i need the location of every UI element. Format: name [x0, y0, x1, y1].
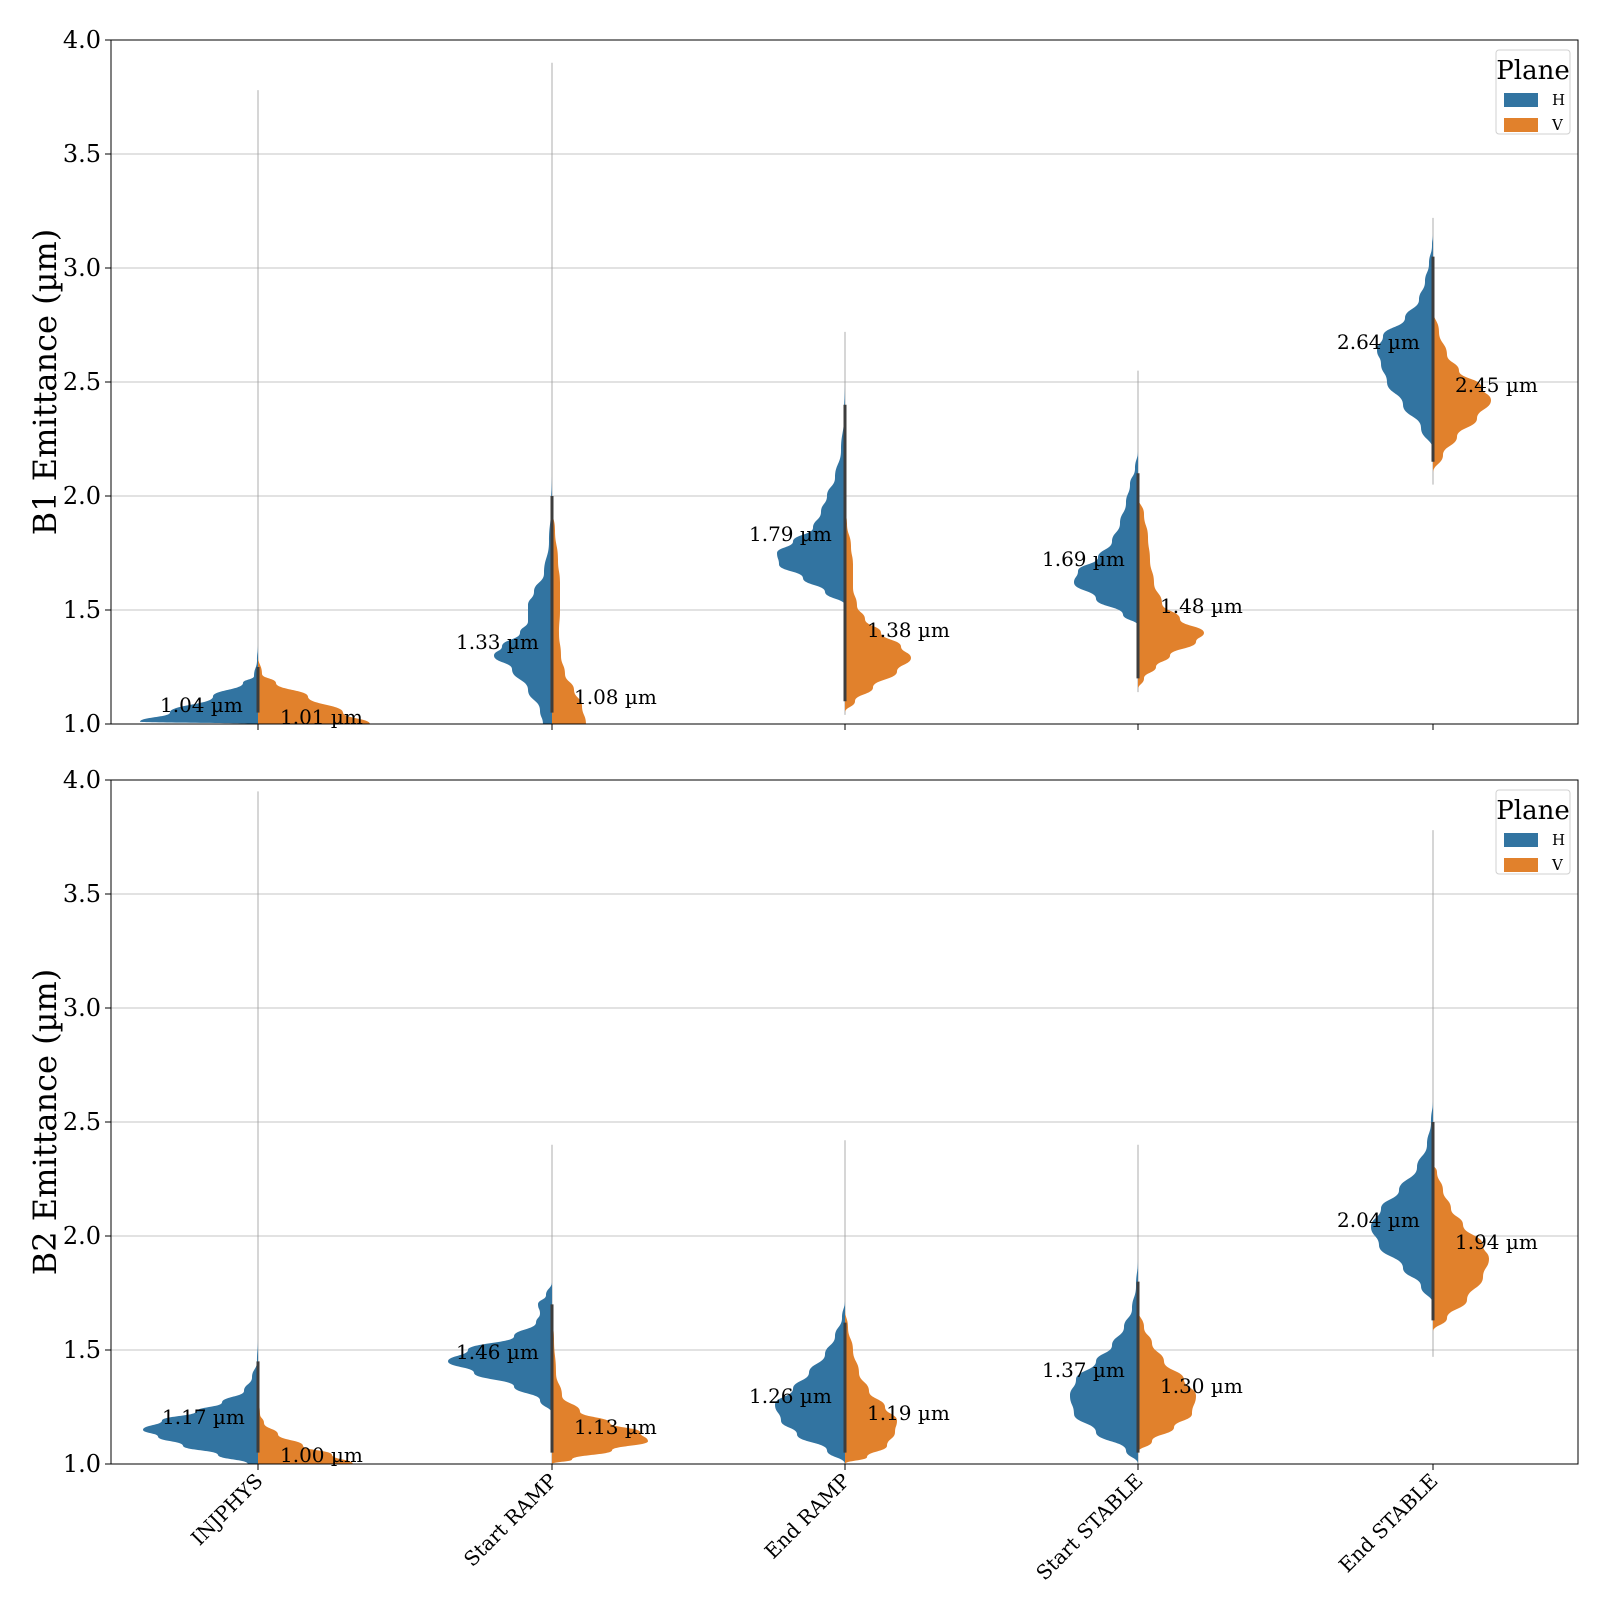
violin-v-3: [1138, 496, 1204, 690]
violin-v-2: [845, 1308, 897, 1464]
y-tick-label: 3.5: [63, 880, 101, 908]
median-label-v: 1.00 µm: [280, 1443, 363, 1467]
legend-swatch-v: [1504, 858, 1538, 872]
median-label-h: 2.04 µm: [1337, 1208, 1420, 1232]
legend-label-h: H: [1552, 91, 1565, 109]
legend-box: [1495, 789, 1571, 875]
y-tick-label: 3.0: [63, 994, 101, 1022]
legend-label-v: V: [1551, 116, 1564, 134]
legend-title: Plane: [1496, 796, 1569, 826]
legend-swatch-v: [1504, 118, 1538, 132]
median-label-v: 1.38 µm: [867, 618, 950, 642]
violin-v-3: [1138, 1308, 1196, 1453]
violin-h-4: [1377, 233, 1433, 451]
violin-h-0: [140, 644, 258, 724]
x-category-label: Start RAMP: [459, 1469, 562, 1572]
median-label-v: 1.13 µm: [574, 1415, 657, 1439]
y-axis-title: B1 Emittance (µm): [26, 229, 64, 536]
axes-frame: [110, 779, 1579, 1465]
violin-v-4: [1433, 309, 1491, 474]
y-tick-label: 4.0: [63, 766, 101, 794]
median-label-v: 1.01 µm: [280, 705, 363, 729]
x-category-label: INJPHYS: [186, 1469, 267, 1550]
median-label-v: 1.19 µm: [867, 1401, 950, 1425]
median-label-v: 1.30 µm: [1160, 1374, 1243, 1398]
x-category-label: End STABLE: [1334, 1469, 1443, 1578]
median-label-h: 1.33 µm: [456, 630, 539, 654]
legend-swatch-h: [1504, 93, 1538, 107]
y-tick-label: 3.5: [63, 140, 101, 168]
violin-h-4: [1371, 1099, 1433, 1305]
axes-frame: [110, 39, 1579, 725]
legend-swatch-h: [1504, 833, 1538, 847]
y-tick-label: 1.0: [63, 710, 101, 738]
violin-v-0: [258, 1395, 353, 1464]
legend: Plane HV: [1495, 789, 1571, 875]
b1-panel: 1.0 1.5 2.0 2.5 3.0 3.5 4.0 1.04 µm 1.33 µm 1.79 …: [26, 26, 1579, 738]
violin-h-2: [777, 382, 845, 606]
violin-v-2: [845, 507, 911, 713]
violin-v-1: [552, 507, 586, 724]
legend-label-h: H: [1552, 831, 1565, 849]
y-tick-label: 2.0: [63, 1222, 101, 1250]
violin-h-1: [448, 1281, 552, 1414]
violin-h-3: [1070, 1258, 1138, 1464]
violins: [140, 62, 1491, 724]
violin-h-3: [1074, 450, 1138, 626]
median-label-h: 1.26 µm: [749, 1384, 832, 1408]
y-tick-label: 1.0: [63, 1450, 101, 1478]
legend-label-v: V: [1551, 856, 1564, 874]
y-tick-label: 2.5: [63, 1108, 101, 1136]
median-label-h: 1.04 µm: [160, 693, 243, 717]
x-category-label: Start STABLE: [1031, 1469, 1147, 1585]
violin-v-1: [552, 1315, 648, 1464]
median-label-h: 1.69 µm: [1042, 547, 1125, 571]
y-tick-label: 2.0: [63, 482, 101, 510]
median-label-h: 1.46 µm: [456, 1340, 539, 1364]
y-axis-title: B2 Emittance (µm): [26, 969, 64, 1276]
y-tick-label: 1.5: [63, 596, 101, 624]
median-label-v: 1.94 µm: [1455, 1230, 1538, 1254]
y-tick-label: 1.5: [63, 1336, 101, 1364]
y-tick-label: 2.5: [63, 368, 101, 396]
violin-h-0: [143, 1338, 258, 1464]
b2-panel: 1.0 1.5 2.0 2.5 3.0 3.5 4.0 1.17 µm 1.46 µm 1.26 …: [26, 766, 1579, 1478]
median-label-h: 1.37 µm: [1042, 1358, 1125, 1382]
median-label-h: 1.79 µm: [749, 522, 832, 546]
violin-v-4: [1433, 1163, 1489, 1332]
median-label-h: 2.64 µm: [1337, 330, 1420, 354]
y-tick-label: 3.0: [63, 254, 101, 282]
violin-h-1: [494, 473, 552, 724]
legend: Plane HV: [1495, 49, 1571, 135]
y-tick-label: 4.0: [63, 26, 101, 54]
median-label-v: 1.08 µm: [574, 685, 657, 709]
violin-h-2: [775, 1299, 845, 1464]
legend-title: Plane: [1496, 56, 1569, 86]
x-category-label: End RAMP: [760, 1469, 855, 1564]
median-label-h: 1.17 µm: [162, 1405, 245, 1429]
violins: [143, 791, 1489, 1464]
median-label-v: 2.45 µm: [1455, 373, 1538, 397]
median-label-v: 1.48 µm: [1160, 594, 1243, 618]
violin-v-0: [258, 655, 370, 724]
legend-box: [1495, 49, 1571, 135]
